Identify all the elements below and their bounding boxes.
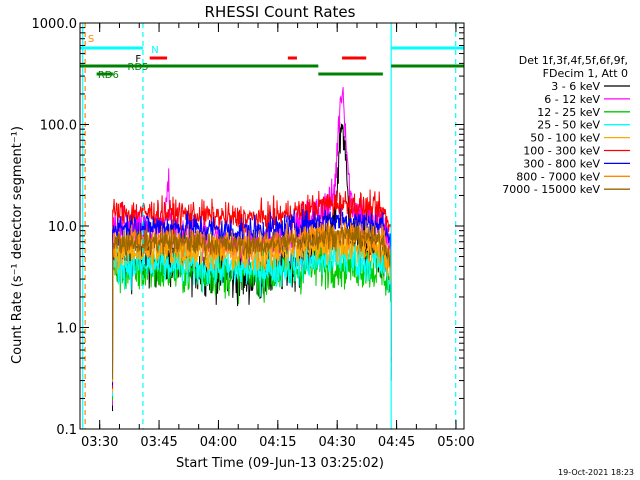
- y-tick-label: 1.0: [56, 322, 77, 337]
- chart-title: RHESSI Count Rates: [205, 3, 356, 21]
- y-tick-label: 1000.0: [32, 17, 78, 32]
- x-tick-label: 04:30: [318, 435, 355, 450]
- legend: Det 1f,3f,4f,5f,6f,9f, FDecim 1, Att 0 3…: [502, 54, 630, 196]
- flag-label: F: [135, 54, 141, 65]
- x-axis-label: Start Time (09-Jun-13 03:25:02): [176, 456, 384, 471]
- y-tick-label: 100.0: [40, 119, 77, 134]
- x-tick-label: 03:30: [81, 435, 118, 450]
- x-tick-label: 05:00: [437, 435, 474, 450]
- series-line-7: [112, 207, 392, 386]
- legend-entry-label: 300 - 800 keV: [523, 157, 600, 170]
- x-tick-label: 04:00: [200, 435, 237, 450]
- series-layer: [112, 87, 392, 412]
- legend-header-line: Det 1f,3f,4f,5f,6f,9f,: [519, 54, 628, 67]
- flag-label: N: [151, 45, 158, 56]
- y-tick-label: 0.1: [56, 423, 77, 438]
- flag-label: RD6: [98, 70, 119, 81]
- flag-label: S: [88, 34, 94, 45]
- legend-entry-label: 3 - 6 keV: [551, 80, 600, 93]
- x-tick-label: 04:45: [378, 435, 415, 450]
- legend-entry-label: 800 - 7000 keV: [516, 170, 600, 183]
- x-tick-label: 04:15: [259, 435, 296, 450]
- legend-entry-label: 12 - 25 keV: [537, 106, 600, 119]
- series-line-9: [112, 220, 392, 380]
- flag-label: RD5: [128, 62, 149, 73]
- y-axis-label: Count Rate (s⁻¹ detector segment⁻¹): [10, 126, 25, 364]
- series-line-8: [112, 215, 392, 383]
- axes-layer: 0.1 1.0 10.0 100.0 1000.0 03:30 03:45 04:00 04:1…: [32, 17, 475, 450]
- legend-entry-label: 6 - 12 keV: [544, 93, 600, 106]
- y-tick-label: 10.0: [48, 220, 77, 235]
- x-tick-label: 03:45: [140, 435, 177, 450]
- legend-entry-label: 100 - 300 keV: [523, 145, 600, 158]
- legend-entry-label: 50 - 100 keV: [530, 132, 600, 145]
- legend-entry-label: 25 - 50 keV: [537, 119, 600, 132]
- legend-entry-label: 7000 - 15000 keV: [502, 183, 600, 196]
- legend-header-line: FDecim 1, Att 0: [543, 67, 628, 80]
- footer-date: 19-Oct-2021 18:23: [558, 468, 634, 477]
